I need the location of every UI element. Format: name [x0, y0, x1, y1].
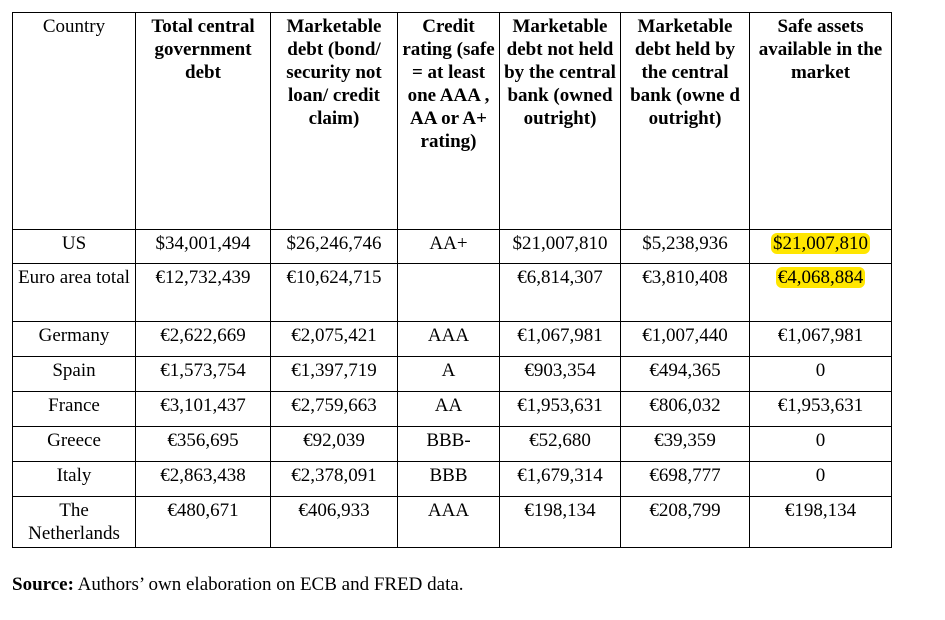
cell-not-held-by-cb: €1,953,631 [499, 391, 621, 427]
cell-country: US [12, 229, 136, 264]
cell-credit-rating: AA+ [397, 229, 500, 264]
cell-marketable-debt: €2,759,663 [270, 391, 398, 427]
cell-total-debt: €2,622,669 [135, 321, 271, 357]
cell-not-held-by-cb: €198,134 [499, 496, 621, 548]
cell-total-debt: €2,863,438 [135, 461, 271, 497]
header-safe-assets: Safe assets available in the market [749, 12, 892, 230]
cell-marketable-debt: €2,075,421 [270, 321, 398, 357]
source-label: Source: [12, 574, 74, 595]
cell-credit-rating: AA [397, 391, 500, 427]
cell-total-debt: €480,671 [135, 496, 271, 548]
cell-safe-assets: €198,134 [749, 496, 892, 548]
cell-country: Euro area total [12, 263, 136, 322]
cell-credit-rating: AAA [397, 321, 500, 357]
header-total-debt: Total central government debt [135, 12, 271, 230]
table-row-netherlands: The Netherlands €480,671 €406,933 AAA €1… [12, 496, 892, 548]
cell-not-held-by-cb: €6,814,307 [499, 263, 621, 322]
source-text: Authors’ own elaboration on ECB and FRED… [73, 574, 464, 595]
cell-safe-assets: 0 [749, 426, 892, 462]
table-row-italy: Italy €2,863,438 €2,378,091 BBB €1,679,3… [12, 461, 892, 497]
cell-total-debt: €1,573,754 [135, 356, 271, 392]
table-row-us: US $34,001,494 $26,246,746 AA+ $21,007,8… [12, 229, 892, 264]
cell-held-by-cb: €3,810,408 [620, 263, 750, 322]
table-row-greece: Greece €356,695 €92,039 BBB- €52,680 €39… [12, 426, 892, 462]
cell-held-by-cb: $5,238,936 [620, 229, 750, 264]
table-row-euro-area: Euro area total €12,732,439 €10,624,715 … [12, 263, 892, 322]
cell-marketable-debt: €92,039 [270, 426, 398, 462]
table-row-germany: Germany €2,622,669 €2,075,421 AAA €1,067… [12, 321, 892, 357]
header-credit-rating: Credit rating (safe = at least one AAA ,… [397, 12, 500, 230]
highlighted-value: $21,007,810 [771, 233, 870, 254]
cell-marketable-debt: €406,933 [270, 496, 398, 548]
cell-marketable-debt: €10,624,715 [270, 263, 398, 322]
cell-not-held-by-cb: €1,679,314 [499, 461, 621, 497]
cell-held-by-cb: €39,359 [620, 426, 750, 462]
cell-country: Germany [12, 321, 136, 357]
cell-not-held-by-cb: €903,354 [499, 356, 621, 392]
cell-held-by-cb: €208,799 [620, 496, 750, 548]
cell-held-by-cb: €698,777 [620, 461, 750, 497]
cell-credit-rating [397, 263, 500, 322]
safe-assets-table: Country Total central government debt Ma… [12, 12, 892, 548]
cell-held-by-cb: €806,032 [620, 391, 750, 427]
source-note: Source: Authors’ own elaboration on ECB … [12, 573, 464, 597]
cell-safe-assets: 0 [749, 461, 892, 497]
header-held-by-cb: Marketable debt held by the central bank… [620, 12, 750, 230]
cell-not-held-by-cb: €1,067,981 [499, 321, 621, 357]
cell-credit-rating: BBB- [397, 426, 500, 462]
cell-held-by-cb: €494,365 [620, 356, 750, 392]
cell-safe-assets: €1,067,981 [749, 321, 892, 357]
cell-country: Italy [12, 461, 136, 497]
cell-credit-rating: AAA [397, 496, 500, 548]
header-country: Country [12, 12, 136, 230]
cell-marketable-debt: €1,397,719 [270, 356, 398, 392]
cell-held-by-cb: €1,007,440 [620, 321, 750, 357]
cell-country: Greece [12, 426, 136, 462]
cell-total-debt: €12,732,439 [135, 263, 271, 322]
cell-marketable-debt: $26,246,746 [270, 229, 398, 264]
cell-total-debt: €356,695 [135, 426, 271, 462]
cell-not-held-by-cb: €52,680 [499, 426, 621, 462]
cell-safe-assets: €1,953,631 [749, 391, 892, 427]
cell-marketable-debt: €2,378,091 [270, 461, 398, 497]
cell-credit-rating: A [397, 356, 500, 392]
cell-not-held-by-cb: $21,007,810 [499, 229, 621, 264]
cell-credit-rating: BBB [397, 461, 500, 497]
cell-country: France [12, 391, 136, 427]
cell-safe-assets: €4,068,884 [749, 263, 892, 322]
cell-safe-assets: $21,007,810 [749, 229, 892, 264]
table-header-row: Country Total central government debt Ma… [12, 12, 892, 230]
cell-safe-assets: 0 [749, 356, 892, 392]
table-row-spain: Spain €1,573,754 €1,397,719 A €903,354 €… [12, 356, 892, 392]
cell-total-debt: $34,001,494 [135, 229, 271, 264]
cell-country: Spain [12, 356, 136, 392]
cell-country: The Netherlands [12, 496, 136, 548]
cell-total-debt: €3,101,437 [135, 391, 271, 427]
table-row-france: France €3,101,437 €2,759,663 AA €1,953,6… [12, 391, 892, 427]
header-not-held-by-cb: Marketable debt not held by the central … [499, 12, 621, 230]
highlighted-value: €4,068,884 [775, 267, 866, 288]
header-marketable-debt: Marketable debt (bond/ security not loan… [270, 12, 398, 230]
